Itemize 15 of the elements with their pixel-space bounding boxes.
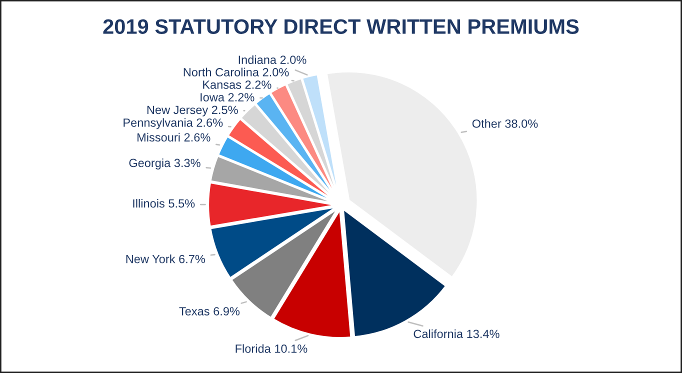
slice-label: Illinois 5.5% [133,198,195,208]
slice-label: Missouri 2.6% [138,132,210,142]
slice-label: Pennsylvania 2.6% [124,118,223,130]
slice-label: New Jersey 2.5% [147,106,238,116]
slice-label: North Carolina 2.0% [184,68,289,76]
chart-title: 2019 STATUTORY DIRECT WRITTEN PREMIUMS [103,19,579,34]
slice-label: Kansas 2.2% [203,80,272,89]
slice-label: California 13.4% [414,329,500,338]
slice-label: Florida 10.1% [236,344,308,353]
slice-label: Indiana 2.0% [238,55,306,64]
slice-label: Iowa 2.2% [200,93,254,102]
slice-label: Texas 6.9% [179,307,240,316]
slice-label: Georgia 3.3% [129,158,200,170]
slice-label: Other 38.0% [472,119,538,128]
slice-label: New York 6.7% [126,254,206,264]
